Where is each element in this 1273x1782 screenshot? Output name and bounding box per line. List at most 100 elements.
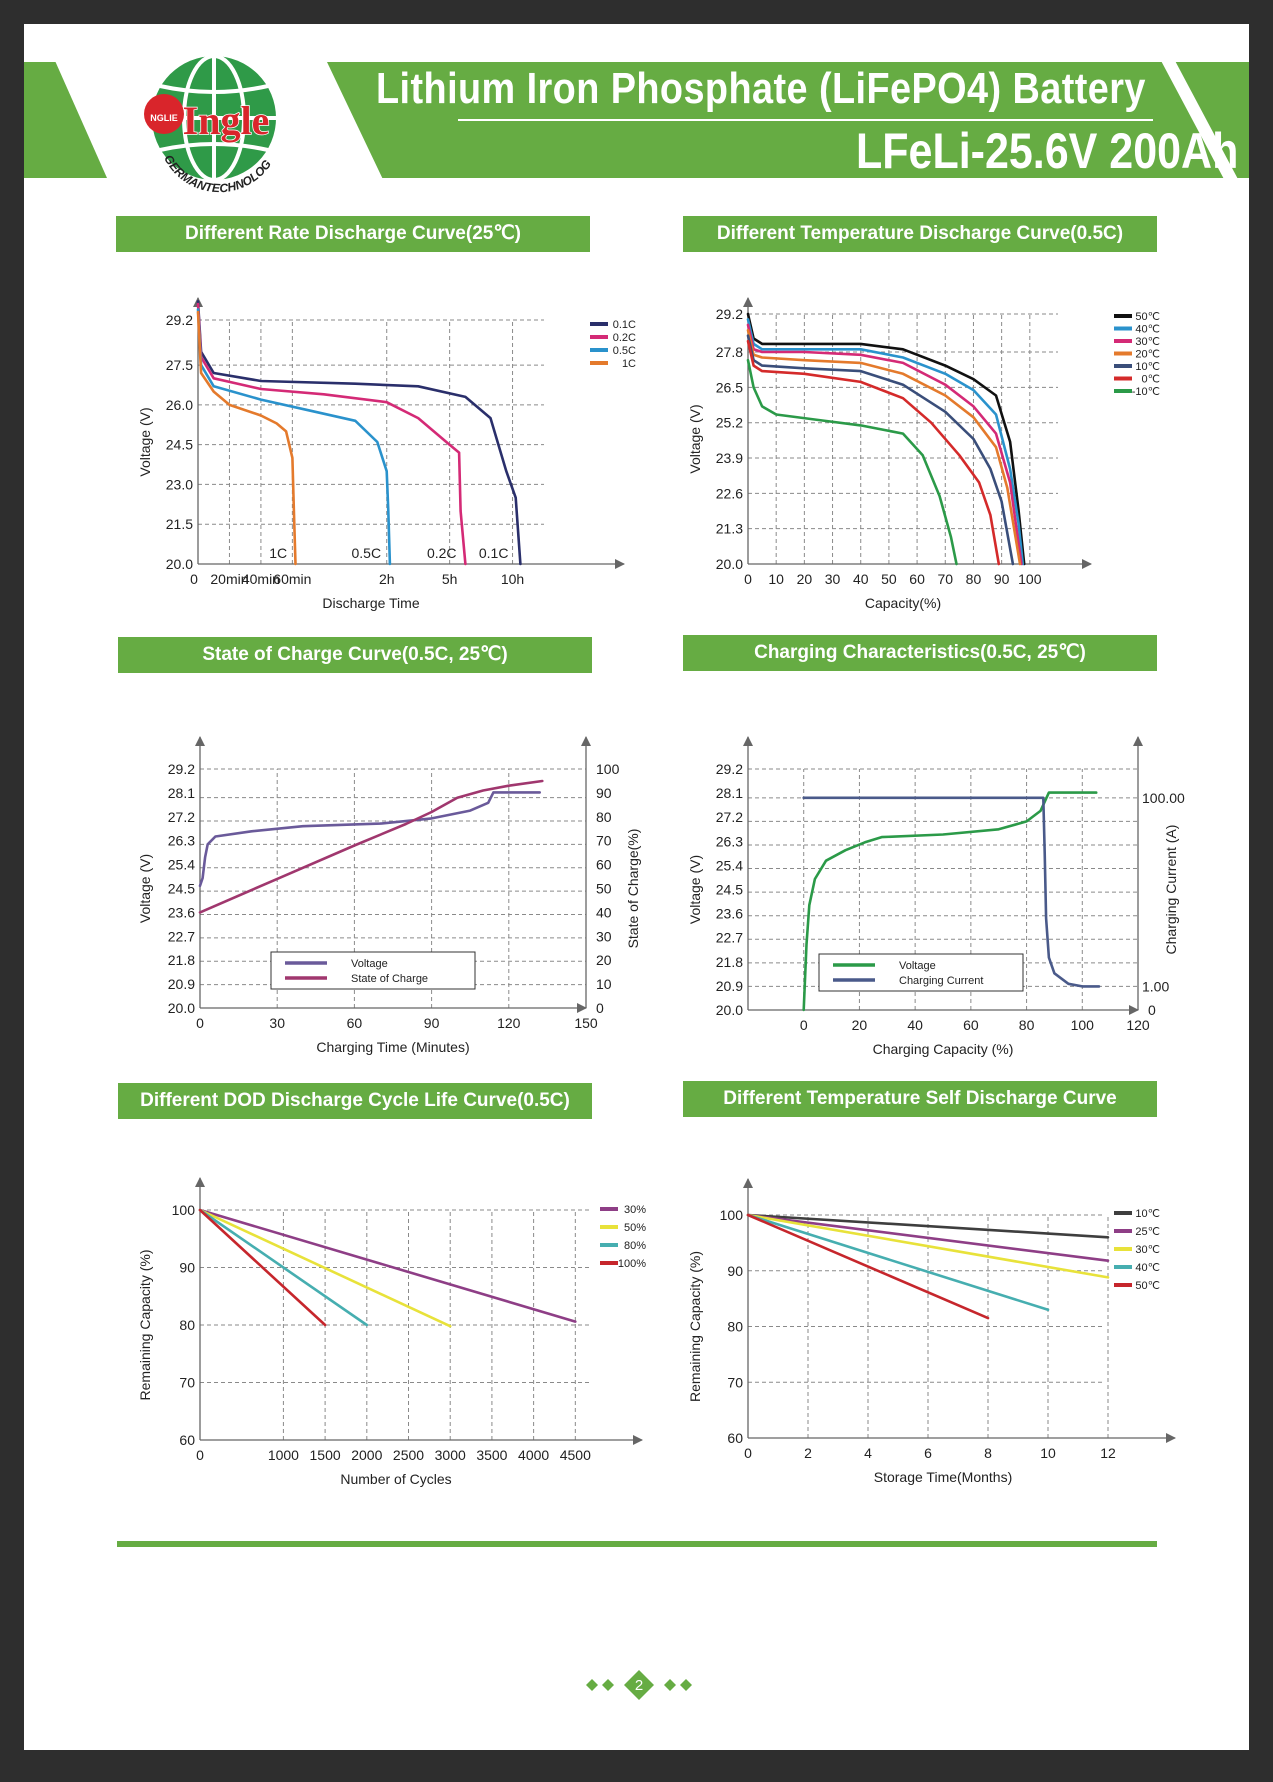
x-tick-label: 3500	[476, 1447, 507, 1463]
x-tick-label: 120	[1126, 1017, 1150, 1033]
x-axis-arrow	[1166, 1433, 1176, 1443]
legend-label: 50℃	[1135, 311, 1160, 323]
y-tick-label: 26.3	[716, 833, 743, 849]
series-line--10℃	[746, 358, 958, 566]
y2-tick-label: 0	[1148, 1002, 1156, 1018]
pager-diamond	[680, 1679, 692, 1691]
x-tick-label: 4	[864, 1445, 872, 1461]
y2-tick-label: 10	[596, 976, 612, 992]
x-axis-arrow	[633, 1435, 643, 1445]
model-title: LFeLi-25.6V 200Ah	[856, 123, 1239, 179]
series-line-0.2C	[196, 302, 467, 566]
legend-label: 40℃	[1135, 324, 1160, 336]
y-tick-label: 21.8	[716, 954, 743, 970]
x-tick-label: 4500	[560, 1447, 591, 1463]
y-tick-label: 25.4	[716, 857, 743, 873]
y-tick-label: 23.6	[168, 904, 195, 920]
series-line-100%	[198, 1208, 327, 1327]
series-line-10℃	[746, 334, 1015, 566]
legend-label: 0.5C	[613, 345, 636, 357]
y-tick-label: 23.9	[716, 450, 743, 466]
y-tick-label: 27.5	[166, 357, 193, 373]
legend-label: -10℃	[1132, 386, 1160, 398]
x-tick-label: 40	[907, 1017, 923, 1033]
x-tick-label: 0	[744, 571, 752, 587]
y-axis-arrow	[195, 736, 205, 746]
y-tick-label: 20.9	[716, 978, 743, 994]
y-tick-label: 22.7	[716, 930, 743, 946]
y-tick-label: 20.0	[716, 556, 743, 572]
x-tick-label: 0	[744, 1445, 752, 1461]
x-tick-label: 10	[768, 571, 784, 587]
x-tick-label: 2	[804, 1445, 812, 1461]
y-tick-label: 21.3	[716, 521, 743, 537]
x-axis-label: Charging Capacity (%)	[873, 1041, 1014, 1057]
series-end-label: 1C	[269, 545, 287, 561]
legend-label: 10℃	[1135, 361, 1160, 373]
y-tick-label: 22.6	[716, 485, 743, 501]
y-axis-label: Remaining Capacity (%)	[687, 1251, 703, 1402]
y-tick-label: 28.1	[716, 785, 743, 801]
y2-tick-label: 100	[596, 761, 620, 777]
series-end-label: 0.2C	[427, 545, 457, 561]
series-line-Voltage	[802, 791, 1098, 1012]
legend-label: 25℃	[1135, 1226, 1160, 1238]
x-tick-label: 100	[1071, 1017, 1095, 1033]
legend-label: 30℃	[1135, 336, 1160, 348]
y-tick-label: 29.2	[716, 306, 743, 322]
legend-box	[818, 953, 1024, 992]
series-line-State of Charge	[198, 779, 544, 914]
x-tick-label: 2h	[379, 571, 395, 587]
y2-tick-label: 100.00	[1142, 790, 1185, 806]
y-tick-label: 24.5	[166, 437, 193, 453]
page-number: 2	[635, 1677, 643, 1694]
legend-box	[270, 951, 476, 990]
x-tick-label: 10h	[501, 571, 524, 587]
x-axis-arrow	[615, 559, 625, 569]
x-tick-label: 40min	[242, 571, 280, 587]
x-tick-label: 6	[924, 1445, 932, 1461]
x-tick-label: 60min	[273, 571, 311, 587]
x-tick-label: 80	[1019, 1017, 1035, 1033]
footer-rule	[117, 1541, 1157, 1547]
section-charge-title: Charging Characteristics(0.5C, 25℃)	[683, 635, 1157, 671]
y2-axis-arrow	[1133, 736, 1143, 746]
self-discharge-chart: 60 70 80 90 100 0 2 4 6 8 10 12 Storage Time(Months)…	[687, 1178, 1176, 1485]
x-tick-label: 60	[909, 571, 925, 587]
y-tick-label: 27.8	[716, 344, 743, 360]
x-tick-label: 50	[881, 571, 897, 587]
y-tick-label: 23.0	[166, 476, 193, 492]
x-axis-arrow	[1082, 559, 1092, 569]
x-axis-arrow	[577, 1003, 587, 1013]
temp-discharge-chart: 20.0 21.3 22.6 23.9 25.2 26.5 27.8 29.2 0 10 20 30 4…	[687, 297, 1160, 611]
legend-label: 100%	[618, 1258, 646, 1270]
series-line-0.5C	[196, 308, 392, 566]
y-tick-label: 22.7	[168, 928, 195, 944]
x-tick-label: 0	[196, 1015, 204, 1031]
x-tick-label: 2000	[351, 1447, 382, 1463]
series-line-20℃	[746, 329, 1022, 566]
y-tick-label: 29.2	[168, 761, 195, 777]
y-tick-label: 90	[179, 1260, 195, 1276]
legend-label: Voltage	[899, 960, 936, 972]
header-band-left	[24, 62, 107, 178]
x-tick-label: 30	[825, 571, 841, 587]
charging-chart: 20.0 20.9 21.8 22.7 23.6 24.5 25.4 26.3 27.2 28.1…	[687, 736, 1185, 1057]
x-axis-label: Number of Cycles	[340, 1471, 451, 1487]
title-rule	[458, 119, 1153, 121]
x-axis-arrow	[1129, 1005, 1139, 1015]
series-line-25℃	[746, 1213, 1110, 1262]
y2-tick-label: 20	[596, 952, 612, 968]
legend-label: 20℃	[1135, 349, 1160, 361]
x-tick-label: 0	[800, 1017, 808, 1033]
y-tick-label: 27.2	[168, 809, 195, 825]
series-line-40℃	[746, 1213, 1050, 1312]
y-tick-label: 26.5	[716, 379, 743, 395]
legend-label: 80%	[624, 1240, 646, 1252]
x-tick-label: 3000	[435, 1447, 466, 1463]
legend-label: Charging Current	[899, 975, 983, 987]
section-soc-title: State of Charge Curve(0.5C, 25℃)	[118, 637, 592, 673]
y-axis-label: Voltage (V)	[687, 404, 703, 473]
y-tick-label: 25.4	[168, 857, 195, 873]
section-dod-title: Different DOD Discharge Cycle Life Curve…	[118, 1083, 592, 1119]
